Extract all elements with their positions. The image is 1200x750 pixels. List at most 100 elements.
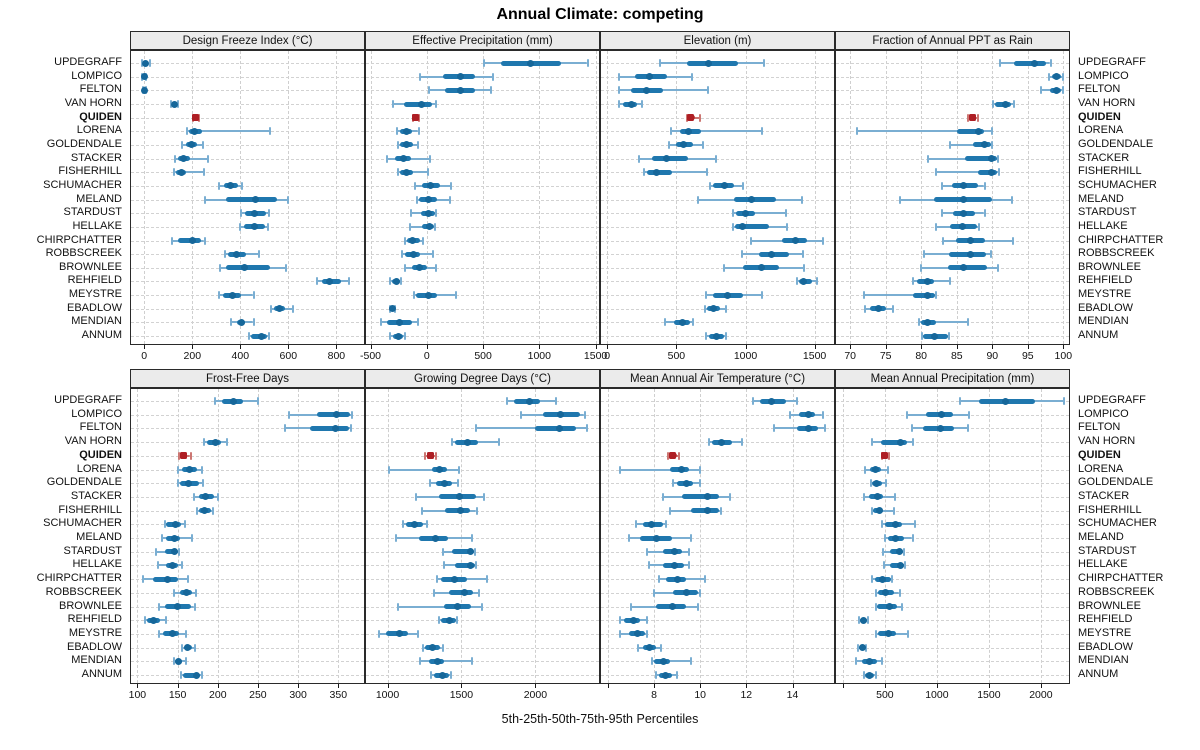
whisker-cap-right [350,424,353,433]
grid-line-vertical [595,51,597,344]
grid-line-vertical [921,51,923,344]
axis-tick-label: 70 [844,350,857,362]
grid-line-horizontal [131,524,364,526]
whisker-cap-right [434,100,437,108]
whisker-cap-right [816,277,819,286]
axis-tick [1027,345,1029,349]
whisker-cap-right [706,168,709,177]
iqr-bar [964,156,998,161]
whisker-cap-right [761,291,763,300]
grid-line-horizontal [601,675,834,676]
iqr-bar [889,562,904,568]
whisker-cap-right [866,616,869,625]
station-label-left-robbscreek: ROBBSCREEK [45,585,122,598]
whisker-cap-left [163,520,166,529]
panel-header-mean-annual-air-temperature-c: Mean Annual Air Temperature (°C) [600,369,835,388]
grid-line-horizontal [366,267,599,269]
median-dot-lompico [805,411,813,419]
median-dot-annum [866,671,874,679]
median-dot-meland [652,534,660,542]
median-dot-stardust [170,548,178,556]
median-dot-rehfield [799,277,807,285]
whisker-cap-left [934,222,937,231]
median-dot-meystre [168,630,176,638]
grid-line-horizontal [366,661,599,663]
axis-tick-label: 1000 [527,350,551,362]
median-dot-mendian [866,657,874,665]
axis-tick-label: -500 [359,350,381,362]
whisker-cap-right [729,492,732,501]
median-dot-meystre [229,291,237,299]
whisker-cap-left [731,209,734,218]
median-dot-van-horn [896,438,904,446]
grid-line-horizontal [601,267,834,269]
grid-line-horizontal [601,322,834,324]
whisker-cap-right [967,410,970,419]
grid-line-horizontal [366,647,599,649]
median-dot-chirpchatter [188,237,196,244]
iqr-bar [912,292,935,298]
grid-line-vertical [607,51,609,344]
axis-tick-label: 150 [168,689,187,701]
whisker-cap-right [178,547,181,556]
station-label-right-meystre: MEYSTRE [1078,288,1132,301]
axis-tick [850,345,852,349]
whisker-cap-right [492,72,494,81]
whisker-cap-right [898,588,901,597]
grid-line-horizontal [836,620,1069,622]
station-label-right-updegraff: UPDEGRAFF [1078,394,1146,406]
whisker-cap-left [389,332,392,340]
whisker-cap-right [203,236,206,245]
station-label-right-mendian: MENDIAN [1078,315,1129,328]
axis-tick-label: 1500 [583,350,608,362]
median-dot-robbscreek [966,250,974,258]
axis-tick-label: 200 [183,350,202,362]
median-dot-annum [258,332,266,340]
median-dot-hellake [958,223,966,231]
median-dot-mendian [238,318,246,326]
whisker-cap-left [172,657,175,666]
grid-line-horizontal [601,524,834,526]
whisker-cap-right [977,222,980,231]
iqr-bar [681,494,719,500]
panel-effective-precipitation-mm [365,50,600,345]
whisker-cap-left [482,59,485,67]
whisker-cap-left [669,506,672,515]
axis-tick [956,345,958,349]
whisker-cap-right [241,181,243,190]
median-dot-meland [747,196,755,203]
station-label-right-mendian: MENDIAN [1078,654,1129,667]
median-dot-felton [331,424,339,432]
median-dot-quiden [881,452,889,460]
median-dot-chirpchatter [791,237,799,244]
whisker-cap-right [165,616,168,625]
grid-line-horizontal [131,414,364,416]
whisker-cap-right [891,304,894,313]
grid-line-horizontal [366,63,599,64]
whisker-cap-left [934,168,937,177]
median-dot-stardust [671,548,679,556]
grid-line-horizontal [836,401,1069,402]
whisker-cap-left [618,465,621,474]
whisker-cap-left [204,195,207,204]
whisker-cap-right [901,602,904,611]
grid-line-vertical [370,51,372,344]
whisker-line [670,130,763,133]
station-label-left-updegraff: UPDEGRAFF [54,56,122,68]
median-dot-chirpchatter [409,237,417,244]
median-dot-rehfield [392,277,400,285]
whisker-cap-right [285,263,288,272]
whisker-cap-right [761,127,764,136]
whisker-cap-left [666,451,669,460]
median-dot-annum [193,671,201,679]
station-label-left-stardust: STARDUST [63,544,122,557]
whisker-cap-left [217,181,220,190]
whisker-cap-right [480,602,483,611]
axis-tick-label: 400 [231,350,250,362]
panel-mean-annual-air-temperature-c [600,388,835,684]
whisker-cap-left [401,520,404,529]
median-dot-schumacher [648,520,656,528]
whisker-cap-right [431,250,434,259]
whisker-cap-left [617,100,620,108]
median-dot-van-horn [627,100,635,108]
